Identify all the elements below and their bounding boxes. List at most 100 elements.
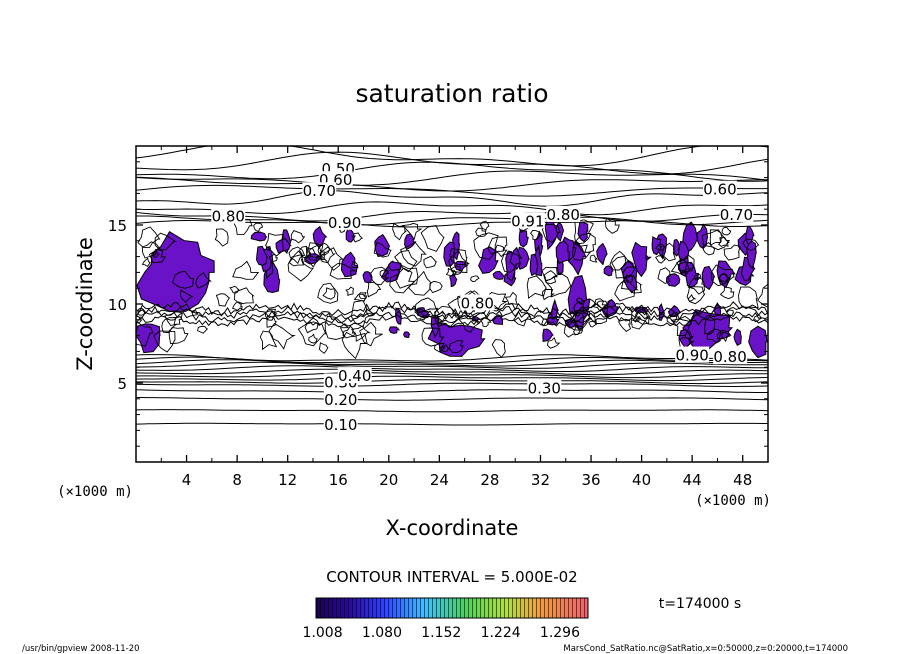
contour-label: 0.70 bbox=[303, 182, 336, 200]
x-tick-label: 28 bbox=[480, 471, 499, 489]
contour-blob bbox=[757, 283, 768, 308]
contour-blob bbox=[304, 317, 321, 334]
contour-blob bbox=[742, 238, 760, 251]
contour-blob bbox=[448, 340, 464, 354]
contour-line bbox=[136, 190, 768, 207]
footer-left: /usr/bin/gpview 2008-11-20 bbox=[22, 644, 140, 654]
contour-blob bbox=[702, 242, 716, 256]
contour-line bbox=[136, 354, 768, 362]
contour-label: 0.80 bbox=[461, 294, 494, 312]
contour-blob bbox=[678, 337, 695, 350]
contour-blob bbox=[575, 232, 596, 253]
contour-blob bbox=[268, 322, 296, 350]
contour-blob bbox=[719, 286, 735, 300]
contour-blob bbox=[306, 242, 325, 261]
contour-line bbox=[136, 361, 768, 369]
contour-blob bbox=[153, 330, 176, 353]
supersaturated-region bbox=[388, 326, 401, 334]
contour-label: 0.40 bbox=[338, 367, 371, 385]
supersaturated-region bbox=[250, 231, 268, 242]
contour-blob bbox=[686, 286, 706, 305]
contour-blob bbox=[366, 281, 382, 298]
contour-blob bbox=[358, 292, 368, 300]
y-axis-label: Z-coordinate bbox=[73, 237, 97, 371]
contour-blob bbox=[609, 250, 627, 271]
supersaturated-region bbox=[492, 270, 505, 280]
contour-blob bbox=[501, 252, 521, 273]
contour-label: 0.80 bbox=[212, 208, 245, 226]
supersaturated-region bbox=[748, 325, 768, 359]
contour-blob bbox=[420, 224, 445, 252]
colorbar-tick-label: 1.224 bbox=[481, 625, 521, 641]
contour-blob bbox=[542, 288, 556, 301]
contour-blob bbox=[164, 311, 183, 327]
contour-label-bg bbox=[337, 367, 372, 384]
contour-blob bbox=[179, 289, 194, 303]
y-axis-ticks: 5 10 15 bbox=[108, 161, 768, 447]
contour-blob bbox=[141, 241, 162, 259]
contour-blob bbox=[232, 260, 260, 280]
contour-blob bbox=[526, 275, 548, 299]
contour-blob bbox=[265, 232, 285, 257]
contour-line bbox=[136, 379, 768, 385]
contour-blob bbox=[670, 315, 692, 337]
contour-blob bbox=[259, 330, 278, 351]
contour-label-bg bbox=[702, 180, 737, 197]
supersaturated-region bbox=[577, 221, 589, 243]
contour-blob bbox=[297, 321, 327, 347]
contour-blob bbox=[721, 226, 732, 236]
contour-blob bbox=[215, 293, 231, 307]
contour-blob bbox=[195, 272, 213, 289]
contour-blob bbox=[345, 286, 355, 296]
contour-blob bbox=[605, 217, 620, 234]
contour-blob bbox=[676, 254, 695, 275]
contour-blob bbox=[710, 264, 735, 287]
contour-blob bbox=[136, 315, 143, 324]
z-unit-label: (×1000 m) bbox=[57, 484, 133, 500]
contour-blob bbox=[191, 310, 199, 316]
contour-blob bbox=[596, 300, 610, 310]
contour-line bbox=[136, 305, 768, 321]
contour-blob bbox=[504, 291, 518, 306]
contour-label: 0.10 bbox=[324, 416, 357, 434]
contour-blob bbox=[423, 255, 437, 269]
contour-label-bg bbox=[719, 205, 754, 222]
contour-blob bbox=[136, 321, 154, 347]
contour-line bbox=[136, 314, 768, 328]
supersaturated-region bbox=[746, 240, 757, 270]
y-tick-label: 15 bbox=[108, 217, 127, 235]
contour-line bbox=[136, 301, 768, 317]
supersaturated-region bbox=[733, 328, 742, 346]
contour-blob bbox=[614, 279, 639, 302]
x-tick-label: 32 bbox=[531, 471, 550, 489]
supersaturated-region bbox=[542, 328, 554, 343]
contour-label: 0.20 bbox=[324, 391, 357, 409]
contour-line bbox=[136, 389, 768, 393]
contour-line bbox=[136, 422, 768, 426]
x-tick-label: 8 bbox=[232, 471, 242, 489]
contour-blob bbox=[563, 319, 582, 338]
supersaturated-region bbox=[275, 237, 292, 254]
y-tick-label: 10 bbox=[108, 296, 127, 314]
contour-blob bbox=[450, 265, 464, 275]
contour-line bbox=[136, 365, 768, 372]
supersaturated-region bbox=[704, 316, 716, 335]
contour-blob bbox=[543, 270, 558, 285]
contour-blob bbox=[288, 246, 306, 265]
contour-blob bbox=[753, 314, 763, 323]
contour-label-bg bbox=[546, 205, 581, 222]
contour-blob bbox=[582, 298, 598, 311]
y-tick-label: 5 bbox=[117, 375, 127, 393]
contour-blob bbox=[154, 232, 177, 251]
contour-blob bbox=[491, 339, 506, 358]
contour-blob bbox=[434, 342, 446, 353]
contour-blob bbox=[303, 247, 322, 268]
x-tick-label: 48 bbox=[733, 471, 752, 489]
contour-blob bbox=[541, 224, 561, 243]
contour-blob bbox=[269, 253, 279, 262]
contour-blob bbox=[541, 318, 550, 326]
x-tick-label: 20 bbox=[379, 471, 398, 489]
contour-blob bbox=[678, 261, 695, 275]
contour-blob bbox=[308, 244, 322, 259]
